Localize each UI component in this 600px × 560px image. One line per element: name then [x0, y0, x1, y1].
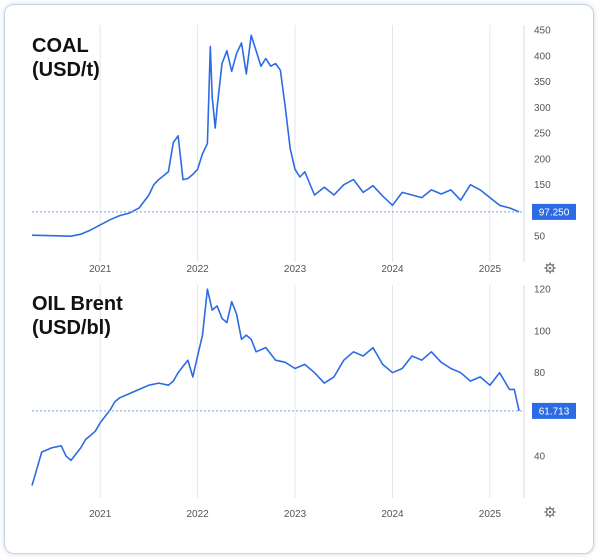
x-tick-label: 2025 — [479, 264, 502, 275]
x-tick-label: 2023 — [284, 264, 307, 275]
y-tick-label: 250 — [534, 129, 551, 140]
chart-title: OIL Brent — [32, 293, 123, 315]
x-tick-label: 2022 — [186, 509, 209, 520]
y-tick-label: 200 — [534, 154, 551, 165]
y-tick-label: 350 — [534, 77, 551, 88]
last-value-badge — [532, 402, 576, 419]
chart-2: 20212022202320242025406080100120OIL Bren… — [31, 285, 576, 520]
last-value-label: 61.713 — [539, 406, 570, 417]
chart-title: COAL — [32, 35, 89, 57]
y-tick-label: 150 — [534, 180, 551, 191]
last-value-badge — [532, 203, 576, 220]
x-tick-label: 2024 — [381, 509, 404, 520]
chart-panel — [4, 4, 594, 554]
last-value-label: 97.250 — [539, 207, 570, 218]
y-tick-label: 40 — [534, 452, 546, 463]
x-tick-label: 2025 — [479, 509, 502, 520]
y-tick-label: 80 — [534, 368, 546, 379]
chart-subtitle: (USD/bl) — [32, 317, 111, 339]
x-tick-label: 2024 — [381, 264, 404, 275]
chart-1: 2021202220232024202550100150200250300350… — [31, 25, 576, 275]
gear-icon[interactable] — [544, 506, 556, 518]
series-line — [31, 34, 520, 237]
x-tick-label: 2022 — [186, 264, 209, 275]
x-tick-label: 2021 — [89, 509, 112, 520]
x-tick-label: 2023 — [284, 509, 307, 520]
gear-icon[interactable] — [544, 262, 556, 274]
chart-subtitle: (USD/t) — [32, 59, 100, 81]
y-tick-label: 300 — [534, 103, 551, 114]
y-tick-label: 120 — [534, 285, 551, 296]
y-tick-label: 400 — [534, 51, 551, 62]
x-tick-label: 2021 — [89, 264, 112, 275]
y-tick-label: 50 — [534, 232, 546, 243]
y-tick-label: 100 — [534, 326, 551, 337]
y-tick-label: 450 — [534, 26, 551, 37]
series-line — [31, 288, 520, 486]
